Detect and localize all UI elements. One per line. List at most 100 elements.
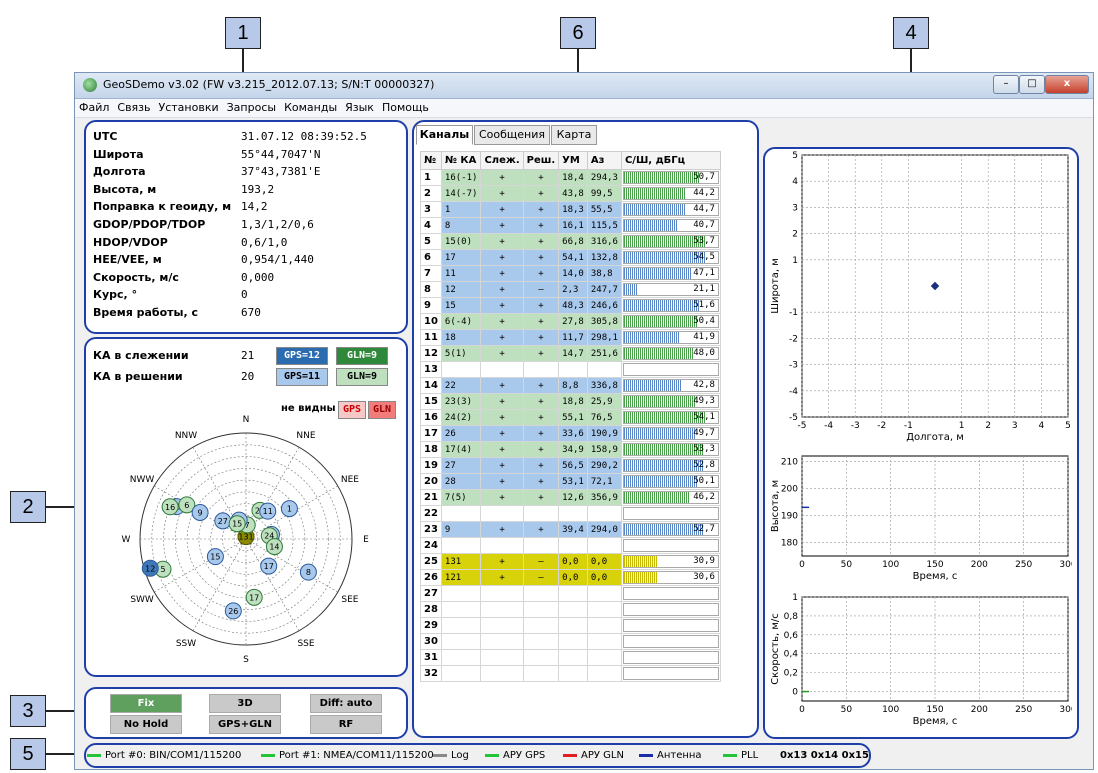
satellite-marker[interactable]: 15 xyxy=(228,515,246,533)
title-bar[interactable]: GeoSDemo v3.02 (FW v3.215_2012.07.13; S/… xyxy=(75,73,1093,99)
y-tick-label: 0,8 xyxy=(784,612,799,622)
satellite-marker[interactable]: 14 xyxy=(265,538,283,556)
snr-value: 52,7 xyxy=(693,524,715,534)
direction-label: W xyxy=(122,535,131,545)
tab-channels[interactable]: Каналы xyxy=(416,125,473,145)
table-row[interactable]: 4 8 + +16,1 115,5 40,7 xyxy=(420,217,721,234)
satellite-marker[interactable]: 17 xyxy=(260,557,278,575)
satellite-marker[interactable]: 12 xyxy=(141,559,159,577)
snr-bar: 21,1 xyxy=(622,283,719,296)
table-row[interactable]: 13 xyxy=(420,361,721,378)
table-row[interactable]: 9 15 + +48,3 246,6 51,6 xyxy=(420,297,721,314)
table-row[interactable]: 25 131 + –0,0 0,0 30,9 xyxy=(420,553,721,570)
fix-button[interactable]: Fix xyxy=(110,694,182,713)
table-row[interactable]: 12 5(1) + +14,7 251,6 48,0 xyxy=(420,345,721,362)
rf-button[interactable]: RF xyxy=(310,715,382,734)
cell-el: 14,0 xyxy=(558,265,588,282)
satellite-marker[interactable]: 11 xyxy=(259,502,277,520)
table-row[interactable]: 23 9 + +39,4 294,0 52,7 xyxy=(420,521,721,538)
status-color-line xyxy=(723,753,737,757)
table-row[interactable]: 30 xyxy=(420,633,721,650)
menu-language[interactable]: Язык xyxy=(345,101,374,114)
table-row[interactable]: 29 xyxy=(420,617,721,634)
table-row[interactable]: 26 121 + –0,0 0,0 30,6 xyxy=(420,569,721,586)
table-row[interactable]: 16 24(2) + +55,1 76,5 54,1 xyxy=(420,409,721,426)
satellite-marker[interactable]: 8 xyxy=(299,563,317,581)
table-row[interactable]: 2 14(-7) + +43,8 99,5 44,2 xyxy=(420,185,721,202)
position-plot: -5 -4 -3 -2 -1 1 2 3 4 5 5 4 3 2 1 -1 -2 -3 -4 -5 Долгота, м… xyxy=(770,151,1071,443)
cell-trk: + xyxy=(480,409,524,426)
table-row[interactable]: 31 xyxy=(420,649,721,666)
satellite-dot xyxy=(224,602,242,620)
status-indicator: Port #1: NMEA/COM11/115200 xyxy=(261,750,434,761)
mode-3d-button[interactable]: 3D xyxy=(209,694,281,713)
table-row[interactable]: 1 16(-1) + +18,4 294,3 50,7 xyxy=(420,169,721,186)
cell-el: 0,0 xyxy=(558,553,588,570)
snr-bar: 50,1 xyxy=(622,475,719,488)
cell-trk xyxy=(480,361,524,378)
table-row[interactable]: 10 6(-4) + +27,8 305,8 50,4 xyxy=(420,313,721,330)
minimize-button[interactable]: – xyxy=(993,75,1019,94)
table-row[interactable]: 14 22 + +8,8 336,8 42,8 xyxy=(420,377,721,394)
table-row[interactable]: 8 12 + –2,3 247,7 21,1 xyxy=(420,281,721,298)
gps-gln-button[interactable]: GPS+GLN xyxy=(209,715,281,734)
cell-ka: 23(3) xyxy=(440,393,482,410)
no-hold-button[interactable]: No Hold xyxy=(110,715,182,734)
table-row[interactable]: 19 27 + +56,5 290,2 52,8 xyxy=(420,457,721,474)
satellite-marker[interactable]: 15 xyxy=(206,548,224,566)
table-row[interactable]: 6 17 + +54,1 132,8 54,5 xyxy=(420,249,721,266)
satellite-id: 24 xyxy=(264,532,274,541)
satellite-marker[interactable]: 26 xyxy=(224,602,242,620)
satellite-marker[interactable]: 1 xyxy=(280,500,298,518)
menu-connection[interactable]: Связь xyxy=(117,101,151,114)
table-row[interactable]: 5 15(0) + +66,8 316,6 53,7 xyxy=(420,233,721,250)
table-row[interactable]: 22 xyxy=(420,505,721,522)
cell-ka xyxy=(440,601,482,618)
tab-map[interactable]: Карта xyxy=(551,125,597,145)
channel-number: 25 xyxy=(420,553,442,570)
table-row[interactable]: 7 11 + +14,0 38,8 47,1 xyxy=(420,265,721,282)
table-row[interactable]: 3 1 + +18,3 55,5 44,7 xyxy=(420,201,721,218)
snr-cell: 50,7 xyxy=(620,169,721,186)
menu-file[interactable]: Файл xyxy=(79,101,110,114)
satellite-marker[interactable]: 9 xyxy=(191,504,209,521)
snr-bar-fill xyxy=(623,332,681,343)
satellite-marker[interactable]: 5 xyxy=(154,560,172,578)
satellite-dot xyxy=(228,515,246,533)
diff-auto-button[interactable]: Diff: auto xyxy=(310,694,382,713)
table-row[interactable]: 32 xyxy=(420,665,721,682)
channel-number: 27 xyxy=(420,585,442,602)
direction-label: NWW xyxy=(130,475,155,485)
table-row[interactable]: 28 xyxy=(420,601,721,618)
table-row[interactable]: 20 28 + +53,1 72,1 50,1 xyxy=(420,473,721,490)
menu-help[interactable]: Помощь xyxy=(381,101,429,114)
tab-messages[interactable]: Сообщения xyxy=(474,125,550,145)
satellite-marker[interactable]: 6 xyxy=(178,496,196,514)
y-axis-label: Высота, м xyxy=(770,480,781,532)
satellite-marker[interactable]: 17 xyxy=(245,588,263,606)
table-row[interactable]: 24 xyxy=(420,537,721,554)
close-button[interactable]: x xyxy=(1045,75,1089,94)
table-row[interactable]: 21 7(5) + +12,6 356,9 46,2 xyxy=(420,489,721,506)
maximize-button[interactable]: □ xyxy=(1019,75,1045,94)
menu-settings[interactable]: Установки xyxy=(158,101,219,114)
menu-requests[interactable]: Запросы xyxy=(226,101,277,114)
snr-value: 44,7 xyxy=(693,204,715,214)
satellite-marker[interactable]: 27 xyxy=(214,512,232,530)
x-tick-label: 100 xyxy=(882,560,899,570)
cell-sol: + xyxy=(522,249,560,266)
table-row[interactable]: 18 17(4) + +34,9 158,9 53,3 xyxy=(420,441,721,458)
satellite-marker[interactable]: 16 xyxy=(161,498,179,516)
table-row[interactable]: 27 xyxy=(420,585,721,602)
channel-number: 11 xyxy=(420,329,442,346)
x-tick-label: -4 xyxy=(824,421,833,431)
menu-commands[interactable]: Команды xyxy=(284,101,338,114)
status-label: Антенна xyxy=(657,750,702,761)
y-tick-label: 0,2 xyxy=(784,669,798,679)
cell-ka xyxy=(440,649,482,666)
table-row[interactable]: 17 26 + +33,6 190,9 49,7 xyxy=(420,425,721,442)
snr-bar xyxy=(622,587,719,600)
cell-trk: + xyxy=(480,425,524,442)
table-row[interactable]: 11 18 + +11,7 298,1 41,9 xyxy=(420,329,721,346)
table-row[interactable]: 15 23(3) + +18,8 25,9 49,3 xyxy=(420,393,721,410)
